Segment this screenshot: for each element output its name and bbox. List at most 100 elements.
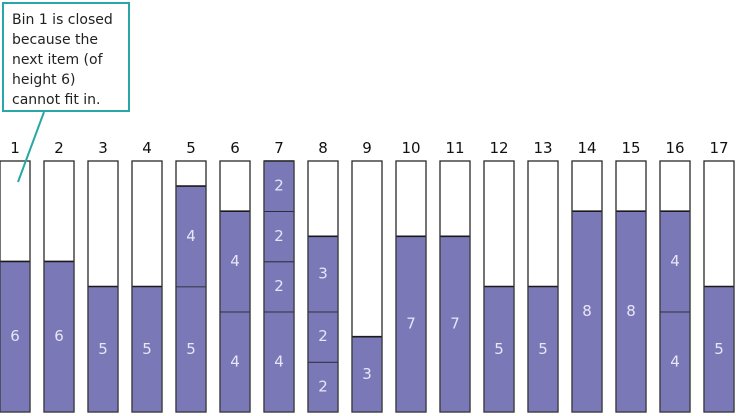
item-block	[352, 336, 382, 412]
bin-number: 12	[489, 139, 508, 157]
item-block	[308, 361, 338, 412]
bin-9: 93	[351, 139, 383, 413]
bin-number: 3	[98, 139, 108, 157]
item-block	[264, 311, 294, 412]
item-block	[220, 311, 250, 412]
bin-border	[615, 160, 647, 413]
bin-number: 5	[186, 139, 196, 157]
bin-number: 2	[54, 139, 64, 157]
bin-border	[131, 160, 163, 413]
item-label: 6	[10, 327, 20, 345]
bin-6: 6 4 4	[219, 139, 251, 413]
bin-14: 14 8	[571, 139, 603, 413]
bin-border	[43, 160, 75, 413]
bin-border	[659, 160, 691, 413]
item-label: 3	[318, 264, 328, 282]
item-label: 3	[362, 365, 372, 383]
item-block	[264, 211, 294, 262]
item-label: 5	[538, 340, 548, 358]
item-label: 2	[274, 277, 284, 295]
item-block	[660, 211, 690, 312]
item-label: 4	[230, 252, 240, 270]
item-label: 8	[582, 302, 592, 320]
bin-border	[307, 160, 339, 413]
bin-number: 14	[577, 139, 596, 157]
bin-number: 11	[445, 139, 464, 157]
item-block	[44, 261, 74, 412]
bin-number: 7	[274, 139, 284, 157]
item-block	[264, 261, 294, 312]
bin-number: 1	[10, 139, 20, 157]
item-label: 5	[714, 340, 724, 358]
item-label: 5	[98, 340, 108, 358]
bin-15: 15 8	[615, 139, 647, 413]
bin-12: 12 5	[483, 139, 515, 413]
bin-number: 6	[230, 139, 240, 157]
bin-border	[439, 160, 471, 413]
item-label: 2	[274, 177, 284, 195]
item-label: 4	[230, 352, 240, 370]
bin-11: 11 7	[439, 139, 471, 413]
bin-number: 4	[142, 139, 152, 157]
item-label: 8	[626, 302, 636, 320]
bin-border	[87, 160, 119, 413]
bin-3: 35	[87, 139, 119, 413]
item-label: 2	[318, 377, 328, 395]
bin-number: 10	[401, 139, 420, 157]
item-block	[484, 286, 514, 412]
bin-17: 17 5	[703, 139, 735, 413]
item-block	[572, 211, 602, 412]
item-block	[660, 311, 690, 412]
bin-7: 7 4 2 2 2	[263, 139, 295, 413]
bin-number: 13	[533, 139, 552, 157]
item-label: 7	[450, 315, 460, 333]
item-block	[264, 161, 294, 212]
item-block	[88, 286, 118, 412]
item-label: 4	[274, 352, 284, 370]
item-label: 4	[670, 352, 680, 370]
item-block	[440, 236, 470, 412]
callout-box: Bin 1 is closed because the next item (o…	[2, 2, 130, 112]
item-label: 4	[186, 227, 196, 245]
item-label: 5	[494, 340, 504, 358]
item-block	[308, 236, 338, 312]
bin-border	[175, 160, 207, 413]
bin-10: 10 7	[395, 139, 427, 413]
bin-border	[483, 160, 515, 413]
bin-border	[395, 160, 427, 413]
bins-group: 1626354555464474222822393107117125135148…	[0, 139, 735, 413]
item-block	[220, 211, 250, 312]
bin-number: 17	[709, 139, 728, 157]
bin-border	[0, 160, 31, 413]
bin-8: 8 2 2 3	[307, 139, 339, 413]
item-block	[176, 286, 206, 412]
callout-text: Bin 1 is closed because the next item (o…	[12, 12, 113, 108]
bin-number: 9	[362, 139, 372, 157]
item-block	[396, 236, 426, 412]
bin-border	[263, 160, 295, 413]
bin-4: 45	[131, 139, 163, 413]
bin-13: 13 5	[527, 139, 559, 413]
bin-border	[527, 160, 559, 413]
bin-border	[571, 160, 603, 413]
item-block	[0, 261, 30, 412]
item-block	[616, 211, 646, 412]
item-label: 2	[318, 327, 328, 345]
bin-number: 15	[621, 139, 640, 157]
item-block	[528, 286, 558, 412]
item-block	[704, 286, 734, 412]
item-block	[308, 311, 338, 362]
bin-border	[703, 160, 735, 413]
item-label: 6	[54, 327, 64, 345]
bin-5: 5 5 4	[175, 139, 207, 413]
item-block	[176, 186, 206, 287]
callout-pointer	[17, 111, 45, 183]
item-label: 4	[670, 252, 680, 270]
bin-border	[219, 160, 251, 413]
item-label: 7	[406, 315, 416, 333]
bin-border	[351, 160, 383, 413]
item-label: 5	[142, 340, 152, 358]
bin-number: 8	[318, 139, 328, 157]
